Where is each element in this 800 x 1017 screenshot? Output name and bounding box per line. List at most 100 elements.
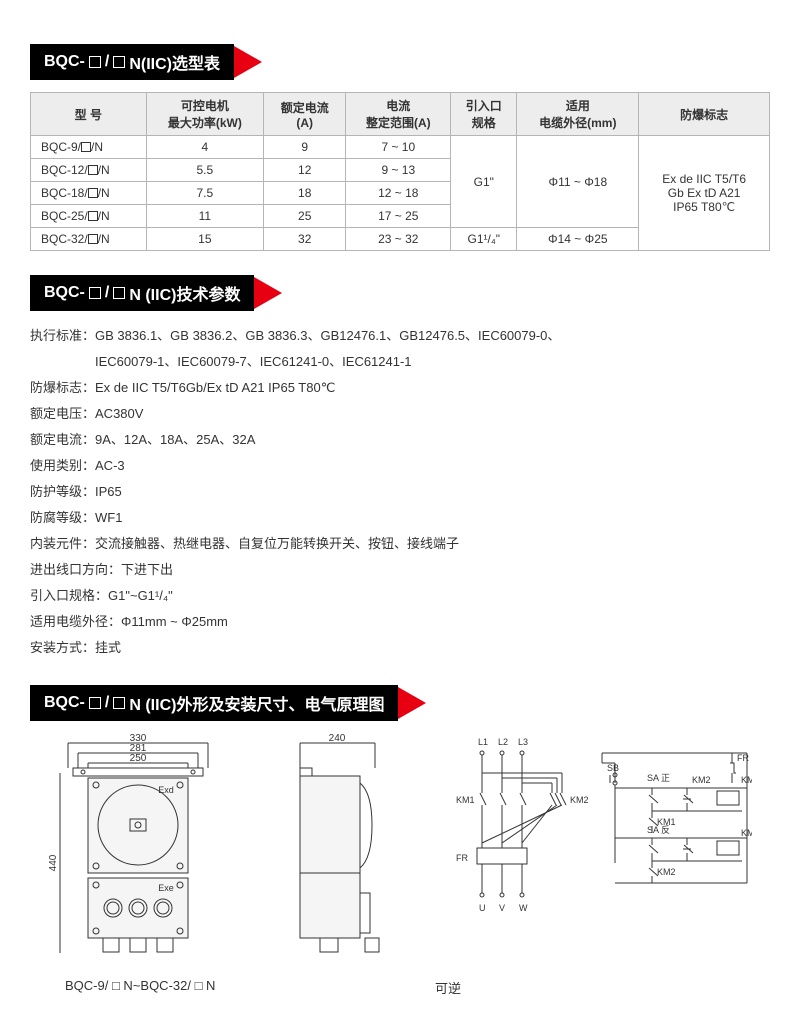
dim-250: 250: [130, 753, 147, 764]
cell-power: 7.5: [146, 182, 263, 205]
param-row: 防爆标志：Ex de IIC T5/T6Gb/Ex tD A21 IP65 T8…: [30, 375, 770, 401]
KM2: KM2: [570, 795, 589, 805]
param-row: 额定电流：9A、12A、18A、25A、32A: [30, 427, 770, 453]
cell-range: 9 ~ 13: [346, 159, 451, 182]
section-header-selection: BQC-/N(IIC)选型表: [30, 44, 770, 80]
square-icon: [89, 56, 101, 68]
square-icon: [113, 56, 125, 68]
diagrams-row: 330 281 250 440 Exd: [30, 733, 770, 966]
dim-240: 240: [329, 733, 346, 744]
col-inlet: 引入口 规格: [451, 93, 517, 136]
header-suffix: N (IIC)外形及安装尺寸、电气原理图: [129, 691, 384, 715]
param-row: 进出线口方向：下进下出: [30, 557, 770, 583]
square-icon: [89, 287, 101, 299]
cell-inlet: G1¹/₄": [451, 228, 517, 251]
param-label: 防爆标志：: [30, 375, 95, 401]
param-label: 引入口规格：: [30, 583, 108, 609]
cell-model: BQC-25//N: [31, 205, 147, 228]
param-label: 防护等级：: [30, 479, 95, 505]
KM2-sh: KM2: [657, 867, 676, 877]
header-title-3: BQC-/N (IIC)外形及安装尺寸、电气原理图: [30, 685, 398, 721]
arrow-icon: [254, 277, 282, 309]
V: V: [499, 903, 505, 913]
cell-current: 18: [264, 182, 346, 205]
table-header-row: 型 号 可控电机 最大功率(kW) 额定电流 (A) 电流 整定范围(A) 引入…: [31, 93, 770, 136]
param-row: 防护等级：IP65: [30, 479, 770, 505]
param-value: G1"~G1¹/₄": [108, 583, 173, 609]
param-row: 使用类别：AC-3: [30, 453, 770, 479]
captions-row: BQC-9/ □ N~BQC-32/ □ N 可逆: [30, 970, 770, 997]
circuit-svg: L1 L2 L3 KM1 KM2 FR: [452, 733, 752, 963]
header-title-2: BQC-/N (IIC)技术参数: [30, 275, 254, 311]
params-list: 执行标准：GB 3836.1、GB 3836.2、GB 3836.3、GB124…: [30, 323, 770, 661]
param-value: 下进下出: [121, 557, 173, 583]
param-row: 内装元件：交流接触器、热继电器、自复位万能转换开关、按钮、接线端子: [30, 531, 770, 557]
param-row: 执行标准：GB 3836.1、GB 3836.2、GB 3836.3、GB124…: [30, 323, 770, 349]
cell-cable: Φ14 ~ Φ25: [517, 228, 639, 251]
section-header-params: BQC-/N (IIC)技术参数: [30, 275, 770, 311]
caption-1: BQC-9/ □ N~BQC-32/ □ N: [65, 978, 365, 997]
SA-fwd: SA 正: [647, 773, 670, 783]
param-label: 进出线口方向：: [30, 557, 121, 583]
param-label: [30, 349, 95, 375]
param-label: 额定电压：: [30, 401, 95, 427]
cell-range: 7 ~ 10: [346, 136, 451, 159]
cell-mark: Ex de IIC T5/T6 Gb Ex tD A21 IP65 T80℃: [639, 136, 770, 251]
cell-model: BQC-12//N: [31, 159, 147, 182]
side-view-svg: 240: [280, 733, 400, 963]
selection-table: 型 号 可控电机 最大功率(kW) 额定电流 (A) 电流 整定范围(A) 引入…: [30, 92, 770, 251]
header-suffix: N(IIC)选型表: [129, 50, 220, 74]
param-value: GB 3836.1、GB 3836.2、GB 3836.3、GB12476.1、…: [95, 323, 560, 349]
col-mark: 防爆标志: [639, 93, 770, 136]
param-value: 交流接触器、热继电器、自复位万能转换开关、按钮、接线端子: [95, 531, 459, 557]
KM1: KM1: [456, 795, 475, 805]
cell-current: 9: [264, 136, 346, 159]
param-label: 安装方式：: [30, 635, 95, 661]
front-view-svg: 330 281 250 440 Exd: [48, 733, 228, 963]
exd-label: Exd: [158, 785, 174, 795]
param-value: Ex de IIC T5/T6Gb/Ex tD A21 IP65 T80℃: [95, 375, 335, 401]
param-row: 适用电缆外径：Φ11mm ~ Φ25mm: [30, 609, 770, 635]
param-value: WF1: [95, 505, 122, 531]
square-icon: [89, 697, 101, 709]
L1: L1: [478, 737, 488, 747]
FR: FR: [456, 853, 468, 863]
caption-2: 可逆: [435, 978, 735, 997]
param-value: Φ11mm ~ Φ25mm: [121, 609, 228, 635]
L2: L2: [498, 737, 508, 747]
col-current: 额定电流 (A): [264, 93, 346, 136]
param-label: 额定电流：: [30, 427, 95, 453]
col-cable: 适用 电缆外径(mm): [517, 93, 639, 136]
section-header-diagram: BQC-/N (IIC)外形及安装尺寸、电气原理图: [30, 685, 770, 721]
header-prefix: BQC-: [44, 694, 85, 712]
col-range: 电流 整定范围(A): [346, 93, 451, 136]
FR2: FR: [737, 753, 749, 763]
cell-inlet: G1": [451, 136, 517, 228]
param-value: 9A、12A、18A、25A、32A: [95, 427, 255, 453]
cell-current: 12: [264, 159, 346, 182]
param-label: 使用类别：: [30, 453, 95, 479]
param-value: IP65: [95, 479, 122, 505]
cell-range: 23 ~ 32: [346, 228, 451, 251]
header-prefix: BQC-: [44, 53, 85, 71]
param-label: 内装元件：: [30, 531, 95, 557]
header-title-1: BQC-/N(IIC)选型表: [30, 44, 234, 80]
side-view: 240: [280, 733, 400, 966]
W: W: [519, 903, 528, 913]
cell-power: 15: [146, 228, 263, 251]
cell-model: BQC-9//N: [31, 136, 147, 159]
param-value: IEC60079-1、IEC60079-7、IEC61241-0、IEC6124…: [95, 349, 412, 375]
param-row: IEC60079-1、IEC60079-7、IEC61241-0、IEC6124…: [30, 349, 770, 375]
cell-current: 32: [264, 228, 346, 251]
param-row: 防腐等级：WF1: [30, 505, 770, 531]
square-icon: [113, 697, 125, 709]
param-label: 防腐等级：: [30, 505, 95, 531]
circuit-diagram: L1 L2 L3 KM1 KM2 FR: [452, 733, 752, 966]
param-value: AC380V: [95, 401, 143, 427]
param-row: 安装方式：挂式: [30, 635, 770, 661]
arrow-icon: [398, 687, 426, 719]
U: U: [479, 903, 486, 913]
table-row: BQC-9//N497 ~ 10G1"Φ11 ~ Φ18Ex de IIC T5…: [31, 136, 770, 159]
L3: L3: [518, 737, 528, 747]
front-view: 330 281 250 440 Exd: [48, 733, 228, 966]
